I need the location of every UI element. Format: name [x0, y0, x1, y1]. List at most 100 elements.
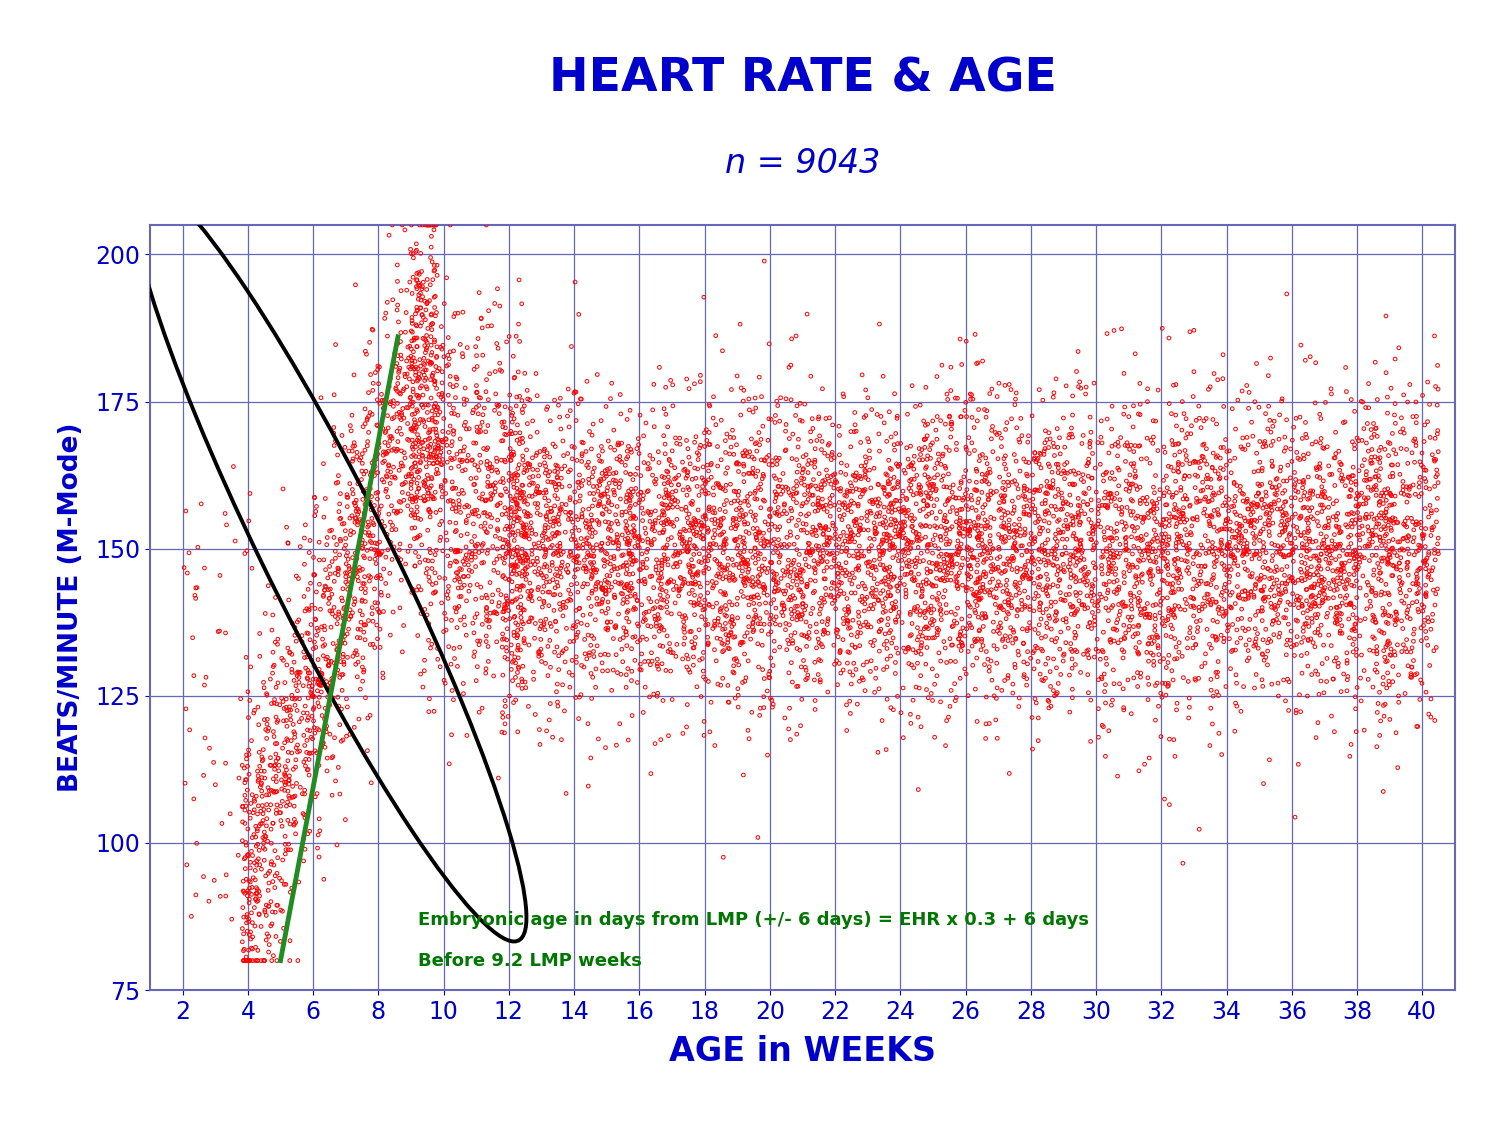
Point	[1324, 604, 1348, 622]
Point	[732, 529, 756, 547]
Point	[574, 512, 598, 530]
Point	[237, 803, 261, 821]
Point	[1314, 590, 1338, 608]
Point	[477, 618, 501, 636]
Point	[1290, 597, 1314, 615]
Point	[328, 668, 352, 686]
Point	[1044, 370, 1068, 388]
Point	[885, 639, 909, 657]
Point	[627, 490, 651, 508]
Point	[514, 516, 538, 534]
Point	[795, 669, 819, 687]
Point	[1112, 642, 1136, 660]
Point	[633, 519, 657, 537]
Point	[747, 435, 771, 453]
Point	[366, 490, 390, 508]
Point	[756, 515, 780, 533]
Point	[273, 773, 297, 791]
Point	[1005, 418, 1029, 436]
Point	[1422, 641, 1446, 659]
Point	[1090, 642, 1114, 660]
Point	[657, 450, 681, 468]
Point	[532, 519, 556, 537]
Point	[675, 718, 699, 736]
Point	[1392, 594, 1416, 612]
Point	[1335, 575, 1359, 593]
Point	[309, 389, 333, 407]
Point	[987, 525, 1011, 543]
Point	[693, 482, 717, 500]
Point	[609, 453, 633, 471]
Point	[430, 390, 454, 408]
Point	[506, 466, 530, 484]
Point	[1068, 536, 1092, 554]
Point	[784, 484, 808, 502]
Point	[586, 730, 610, 748]
Point	[579, 506, 603, 524]
Point	[1215, 456, 1239, 474]
Point	[526, 484, 550, 502]
Point	[422, 455, 446, 472]
Point	[825, 623, 849, 641]
Point	[1078, 514, 1102, 532]
Point	[699, 536, 723, 554]
Point	[240, 885, 264, 903]
Point	[440, 540, 464, 558]
Point	[909, 637, 933, 655]
Point	[687, 439, 711, 457]
Point	[1341, 620, 1365, 638]
Point	[408, 511, 432, 529]
Point	[738, 572, 762, 590]
Point	[1212, 605, 1236, 623]
Point	[552, 447, 576, 465]
Point	[1186, 602, 1210, 620]
Point	[753, 452, 777, 470]
Point	[530, 526, 554, 544]
Point	[1184, 412, 1208, 430]
Point	[672, 532, 696, 550]
Point	[513, 503, 537, 521]
Point	[1206, 371, 1230, 389]
Point	[567, 688, 591, 706]
Point	[813, 444, 837, 462]
Point	[815, 534, 839, 552]
Point	[1274, 429, 1298, 447]
Point	[1167, 502, 1191, 520]
Point	[344, 494, 368, 512]
Point	[411, 308, 435, 326]
Point	[884, 512, 908, 530]
Point	[519, 428, 543, 446]
Point	[946, 519, 970, 537]
Point	[555, 620, 579, 638]
Point	[705, 574, 729, 592]
Point	[654, 480, 678, 498]
Point	[1299, 597, 1323, 615]
Point	[1330, 541, 1354, 559]
Point	[597, 574, 621, 592]
Point	[636, 616, 660, 634]
Point	[602, 465, 625, 483]
Point	[1280, 546, 1304, 564]
Point	[332, 652, 356, 670]
Point	[734, 442, 758, 460]
Point	[1338, 566, 1362, 584]
Point	[777, 664, 801, 682]
Point	[1020, 548, 1044, 566]
Point	[664, 542, 688, 560]
Point	[879, 634, 903, 652]
Point	[816, 537, 840, 555]
Point	[1076, 455, 1100, 472]
Point	[926, 430, 950, 448]
Point	[910, 441, 934, 459]
Point	[285, 702, 309, 720]
Point	[494, 531, 517, 549]
Point	[1034, 485, 1058, 503]
Point	[801, 525, 825, 543]
Point	[1209, 439, 1233, 457]
Point	[1324, 576, 1348, 594]
Point	[1404, 542, 1428, 560]
Point	[1161, 575, 1185, 593]
Point	[392, 380, 416, 398]
Point	[1350, 484, 1374, 502]
Point	[480, 486, 504, 504]
